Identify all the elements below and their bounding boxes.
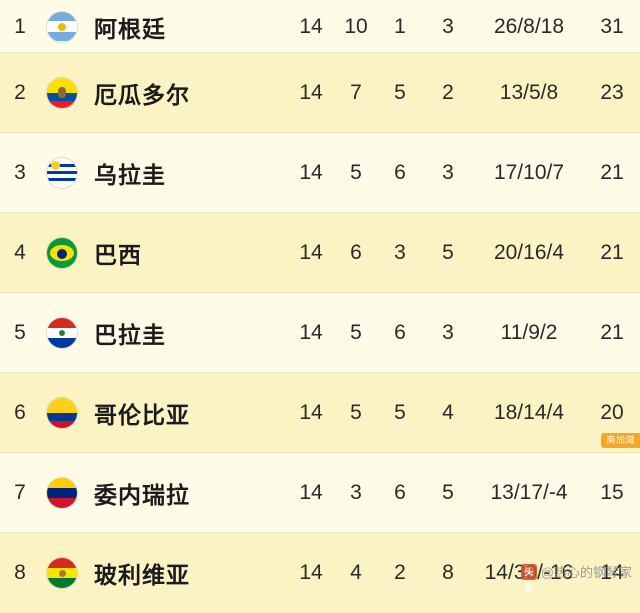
bolivia-flag-icon (40, 558, 84, 588)
win-cell: 7 (350, 81, 362, 104)
uruguay-flag-icon (40, 158, 84, 188)
team-name: 玻利维亚 (94, 562, 190, 588)
loss-cell: 3 (442, 161, 454, 184)
draw-cell: 5 (394, 81, 406, 104)
rank-cell: 4 (14, 241, 26, 264)
win-cell: 10 (344, 14, 368, 38)
played-cell: 14 (299, 14, 323, 38)
team-name: 阿根廷 (94, 15, 166, 42)
points-cell: 15 (600, 481, 624, 504)
argentina-flag-icon (40, 11, 84, 42)
played-cell: 14 (299, 161, 323, 184)
played-cell: 14 (299, 241, 323, 264)
points-cell: 21 (600, 241, 624, 264)
toutiao-logo-icon: 头条 (520, 563, 537, 593)
table-row[interactable]: 2 厄瓜多尔 14 7 5 2 13/5/8 23 (0, 53, 640, 133)
team-name: 乌拉圭 (94, 162, 166, 188)
watermark: 头条 @热心的钢琴家 (520, 562, 632, 593)
row-divider (0, 212, 640, 213)
points-cell: 21 (600, 321, 624, 344)
win-cell: 5 (350, 401, 362, 424)
row-divider (0, 292, 640, 293)
stats-group: 14 5 6 3 17/10/7 21 (288, 133, 640, 213)
table-row[interactable]: 6 哥伦比亚 14 5 5 4 18/14/4 20 (0, 373, 640, 453)
brazil-flag-icon (40, 238, 84, 268)
loss-cell: 3 (442, 14, 454, 38)
rank-cell: 3 (14, 161, 26, 184)
team-name: 委内瑞拉 (94, 482, 190, 508)
rank-cell: 2 (14, 81, 26, 104)
points-cell: 23 (600, 81, 624, 104)
draw-cell: 6 (394, 481, 406, 504)
played-cell: 14 (299, 81, 323, 104)
win-cell: 5 (350, 161, 362, 184)
win-cell: 6 (350, 241, 362, 264)
loss-cell: 3 (442, 321, 454, 344)
played-cell: 14 (299, 401, 323, 424)
win-cell: 3 (350, 481, 362, 504)
loss-cell: 8 (442, 561, 454, 584)
stats-group: 14 5 6 3 11/9/2 21 (288, 293, 640, 373)
played-cell: 14 (299, 321, 323, 344)
rank-cell: 7 (14, 481, 26, 504)
ecuador-flag-icon (40, 78, 84, 108)
stats-group: 14 10 1 3 26/8/18 31 (288, 0, 640, 53)
points-cell: 31 (600, 14, 624, 38)
table-row[interactable]: 3 乌拉圭 14 5 6 3 17/10/7 21 (0, 133, 640, 213)
status-badge: 南加灣 (601, 433, 640, 448)
rank-cell: 8 (14, 561, 26, 584)
draw-cell: 6 (394, 321, 406, 344)
table-row[interactable]: 南加灣 7 委内瑞拉 14 3 6 5 13/17/-4 15 (0, 433, 640, 533)
stats-group: 14 7 5 2 13/5/8 23 (288, 53, 640, 133)
rank-cell: 1 (14, 14, 26, 38)
row-divider (0, 452, 640, 453)
loss-cell: 2 (442, 81, 454, 104)
points-cell: 20 (600, 401, 624, 424)
points-cell: 21 (600, 161, 624, 184)
points-cell: 14 (600, 561, 624, 584)
draw-cell: 1 (394, 14, 406, 38)
watermark-text: @热心的钢琴家 (540, 565, 632, 580)
win-cell: 4 (350, 561, 362, 584)
loss-cell: 5 (442, 481, 454, 504)
goals-cell: 20/16/4 (493, 241, 565, 264)
row-divider (0, 132, 640, 133)
table-row[interactable]: 4 巴西 14 6 3 5 20/16/4 21 (0, 213, 640, 293)
goals-cell: 13/17/-4 (490, 481, 568, 504)
loss-cell: 4 (442, 401, 454, 424)
stats-group: 14 6 3 5 20/16/4 21 (288, 213, 640, 293)
draw-cell: 6 (394, 161, 406, 184)
loss-cell: 5 (442, 241, 454, 264)
played-cell: 14 (299, 481, 323, 504)
played-cell: 14 (299, 561, 323, 584)
rank-cell: 5 (14, 321, 26, 344)
team-name: 巴西 (94, 242, 142, 268)
team-name: 厄瓜多尔 (94, 82, 190, 108)
row-divider (0, 52, 640, 53)
win-cell: 5 (350, 321, 362, 344)
row-divider (0, 372, 640, 373)
colombia-flag-icon (40, 398, 84, 428)
goals-cell: 18/14/4 (493, 401, 565, 424)
draw-cell: 2 (394, 561, 406, 584)
goals-cell: 17/10/7 (493, 161, 565, 184)
team-name: 哥伦比亚 (94, 402, 190, 428)
draw-cell: 3 (394, 241, 406, 264)
draw-cell: 5 (394, 401, 406, 424)
goals-cell: 11/9/2 (500, 321, 558, 344)
row-divider (0, 532, 640, 533)
goals-cell: 13/5/8 (499, 81, 559, 104)
stats-group: 14 5 5 4 18/14/4 20 (288, 373, 640, 453)
venezuela-flag-icon (40, 478, 84, 508)
stats-group: 14 3 6 5 13/17/-4 15 (288, 453, 640, 533)
rank-cell: 6 (14, 401, 26, 424)
paraguay-flag-icon (40, 318, 84, 348)
table-row[interactable]: 1 阿根廷 14 10 1 3 26/8/18 31 (0, 0, 640, 53)
team-name: 巴拉圭 (94, 322, 166, 348)
table-row[interactable]: 5 巴拉圭 14 5 6 3 11/9/2 21 (0, 293, 640, 373)
goals-cell: 26/8/18 (493, 14, 565, 38)
